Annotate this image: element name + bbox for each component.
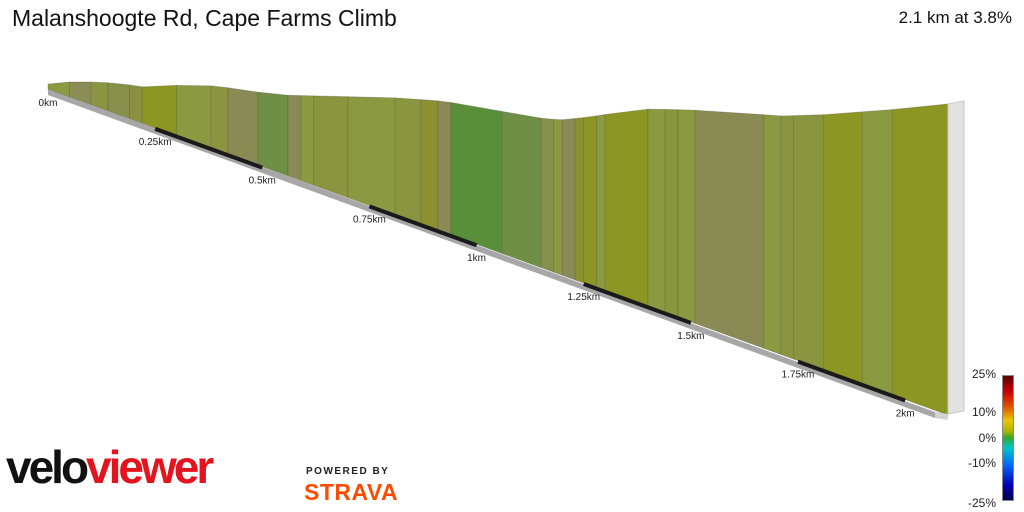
gradient-segment: [129, 84, 143, 124]
gradient-segment: [437, 100, 452, 236]
powered-by-text: POWERED BY: [306, 466, 390, 477]
gradient-segment: [287, 94, 302, 182]
distance-tick-label: 1km: [467, 253, 486, 264]
gradient-segment: [450, 101, 503, 255]
gradient-segment: [596, 114, 606, 292]
gradient-segment: [647, 108, 666, 314]
profile-base-strip: [48, 89, 935, 418]
distance-tick-label: 0.25km: [139, 137, 172, 148]
legend-label-minus10: -10%: [967, 456, 996, 470]
climb-summary: 2.1 km at 3.8%: [898, 8, 1012, 27]
legend-label-0: 0%: [978, 431, 996, 445]
strava-logo: STRAVA: [304, 479, 399, 505]
distance-tick-label: 1.5km: [677, 331, 704, 342]
gradient-segment: [780, 115, 795, 360]
gradient-segment: [861, 109, 893, 396]
page-title: Malanshoogte Rd, Cape Farms Climb: [12, 5, 397, 31]
gradient-color-scale: [1002, 375, 1014, 501]
gradient-segment: [763, 114, 782, 356]
distance-tick-label: 1.25km: [567, 292, 600, 303]
gradient-segment: [540, 117, 555, 273]
gradient-segment: [313, 95, 349, 199]
logo-viewer-text: viewer: [86, 441, 214, 493]
distance-tick-label: 2km: [896, 408, 915, 419]
distance-tick-label: 0km: [39, 98, 58, 109]
veloviewer-logo: veloviewer: [6, 441, 214, 493]
distance-bars: [154, 126, 906, 403]
gradient-segment: [394, 97, 422, 225]
gradient-segment: [420, 99, 439, 231]
distance-tick-label: 1.75km: [782, 370, 815, 381]
gradient-segment: [664, 108, 679, 318]
distance-bar: [583, 282, 692, 325]
distance-bar: [368, 204, 478, 248]
legend-label-minus25: -25%: [967, 496, 996, 510]
gradient-segment: [300, 95, 315, 186]
gradient-segment: [694, 109, 765, 349]
gradient-segment: [347, 96, 396, 216]
profile-end-face: [947, 100, 965, 415]
logo-velo-text: velo: [6, 441, 89, 493]
profile-end-face-bottom: [935, 412, 948, 420]
gradient-segments: [47, 81, 949, 416]
legend-label-25: 25%: [971, 367, 996, 381]
distance-tick-label: 0.75km: [353, 214, 386, 225]
gradient-segment: [501, 110, 542, 269]
gradient-segment: [227, 87, 259, 166]
gradient-segment: [574, 117, 585, 284]
gradient-segment: [604, 108, 649, 307]
gradient-segment: [583, 115, 597, 289]
distance-tick-label: 0.5km: [249, 176, 276, 187]
distance-bar: [797, 359, 906, 403]
distance-bar: [154, 126, 263, 170]
gradient-segment: [553, 118, 563, 276]
gradient-segment: [891, 103, 949, 416]
gradient-segment: [823, 111, 863, 385]
gradient-segment: [677, 109, 696, 324]
distance-tick-labels: 0km 0.25km 0.5km 0.75km 1km 1.25km 1.5km 1.75km…: [39, 98, 915, 419]
gradient-segment: [257, 91, 289, 177]
gradient-segment: [210, 85, 229, 155]
gradient-segment: [793, 114, 825, 371]
gradient-segment: [561, 118, 576, 281]
legend-label-10: 10%: [971, 405, 996, 419]
